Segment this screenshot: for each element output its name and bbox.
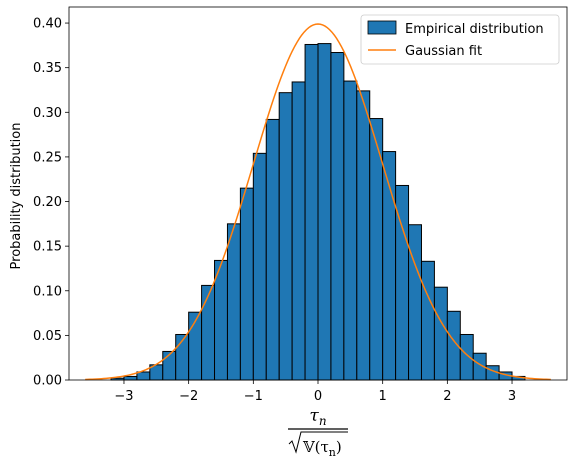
legend: Empirical distribution Gaussian fit — [360, 14, 560, 65]
y-tick-label: 0.20 — [33, 195, 62, 210]
x-tick-label: −3 — [114, 389, 133, 404]
histogram-bar — [278, 92, 293, 381]
legend-swatch-empirical — [367, 20, 397, 35]
histogram-bar — [252, 152, 267, 381]
histogram-bar — [265, 118, 280, 381]
y-tick-label: 0.30 — [33, 106, 62, 121]
histogram-bar — [304, 43, 319, 381]
histogram-bar — [201, 284, 216, 381]
histogram-bar — [459, 333, 474, 381]
x-tick-label: 2 — [443, 389, 451, 404]
histogram-bar — [239, 187, 254, 381]
y-tick-label: 0.35 — [33, 61, 62, 76]
histogram-bar — [343, 80, 358, 381]
histogram-bar — [356, 90, 371, 381]
histogram-bar — [433, 286, 448, 381]
x-axis-ticks: −3 −2 −1 0 1 2 3 — [114, 380, 516, 404]
histogram-bar — [123, 375, 138, 381]
x-label-numerator: τn — [309, 406, 326, 428]
x-tick-label: 3 — [508, 389, 516, 404]
histogram-bar — [317, 43, 332, 381]
x-label-denominator: 𝕍(τn) — [302, 438, 342, 459]
x-label-sqrt-sign — [288, 431, 348, 454]
x-tick-label: 1 — [379, 389, 387, 404]
y-tick-label: 0.10 — [33, 284, 62, 299]
legend-label-empirical: Empirical distribution — [405, 22, 544, 37]
x-axis-label: τn 𝕍(τn) — [288, 406, 348, 459]
y-axis-label: Probability distribution — [9, 123, 24, 270]
histogram-bar — [214, 259, 228, 381]
histogram-bar — [420, 260, 435, 381]
histogram-bar — [330, 52, 345, 381]
histogram-bar — [162, 350, 177, 381]
legend-box — [360, 14, 560, 65]
gaussian-fit-line — [85, 23, 551, 381]
histogram-bar — [408, 224, 422, 381]
y-tick-label: 0.40 — [33, 17, 62, 32]
histogram-bar — [291, 81, 306, 381]
y-tick-label: 0.05 — [33, 329, 62, 344]
histogram-bar — [136, 371, 151, 381]
x-tick-label: −1 — [244, 389, 263, 404]
y-tick-label: 0.25 — [33, 150, 62, 165]
y-tick-label: 0.00 — [33, 374, 62, 389]
x-tick-label: 0 — [314, 389, 322, 404]
y-axis-ticks: 0.00 0.05 0.10 0.15 0.20 0.25 0.30 0.35 0.40 — [33, 17, 69, 389]
x-tick-label: −2 — [179, 389, 198, 404]
legend-label-gaussian: Gaussian fit — [405, 44, 482, 59]
y-tick-label: 0.15 — [33, 240, 62, 255]
histogram-bar — [226, 223, 241, 381]
